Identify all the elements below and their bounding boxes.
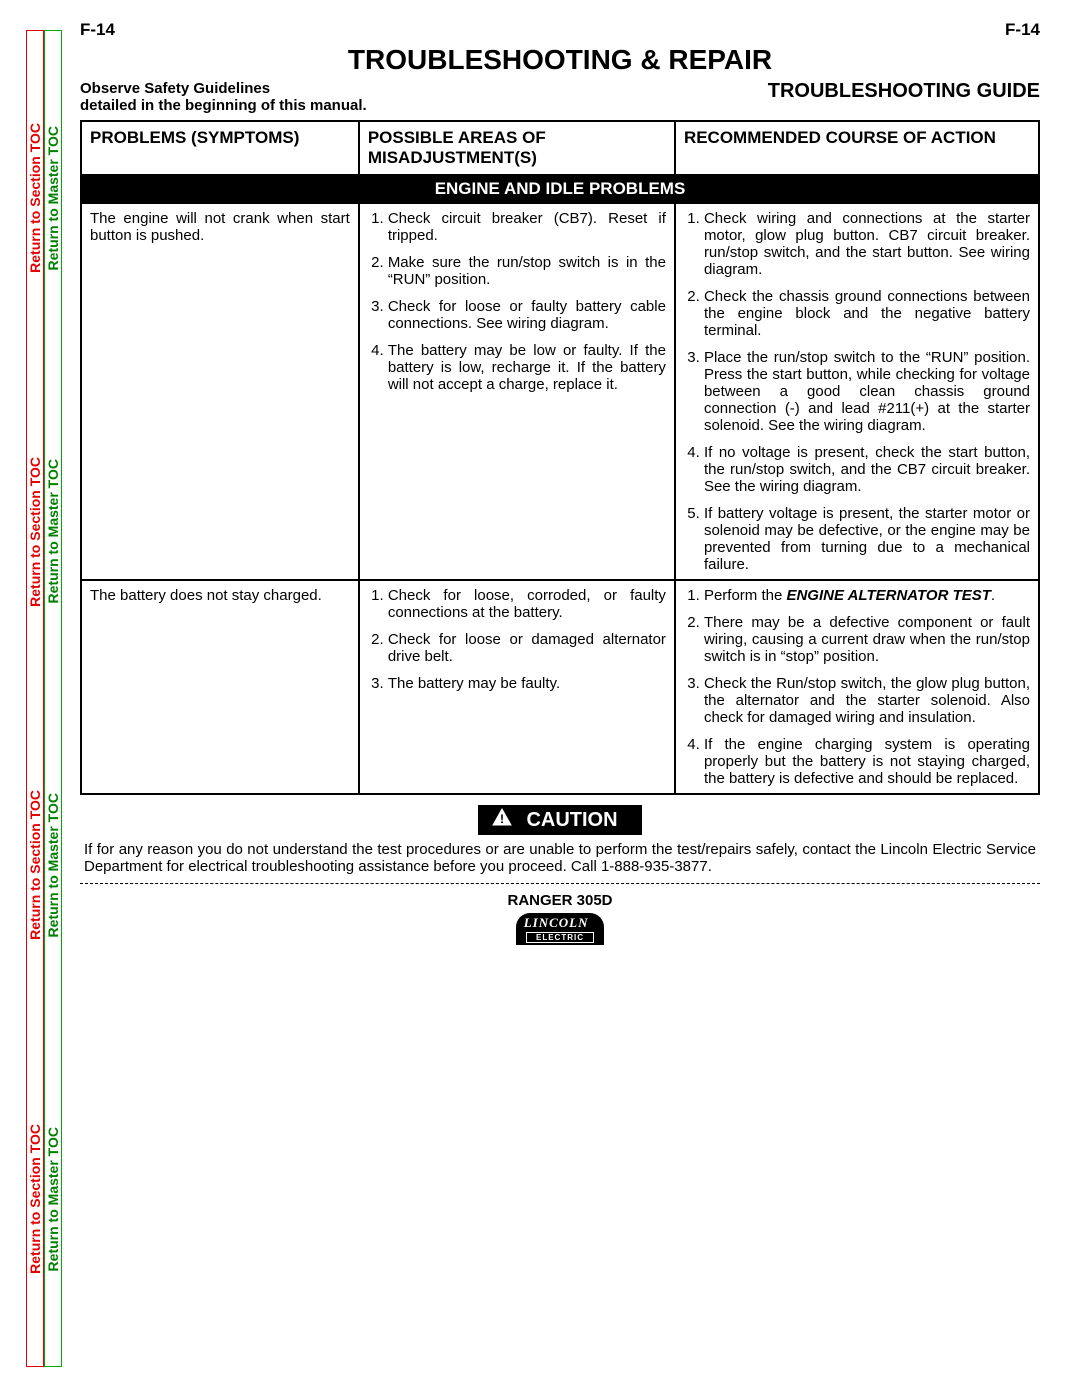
section-toc-link[interactable]: Return to Section TOC [27, 123, 43, 273]
misadjustments-cell: Check circuit breaker (CB7). Reset if tr… [359, 203, 675, 580]
symptom-cell: The battery does not stay charged. [81, 580, 359, 794]
actions-cell: Check wiring and connections at the star… [675, 203, 1039, 580]
master-toc-link[interactable]: Return to Master TOC [45, 459, 61, 603]
guide-label: TROUBLESHOOTING GUIDE [768, 80, 1040, 103]
page-number-right: F-14 [1005, 20, 1040, 40]
misadjustments-cell: Check for loose, corroded, or faulty con… [359, 580, 675, 794]
svg-text:!: ! [500, 812, 504, 826]
col-header-actions: RECOMMENDED COURSE OF ACTION [675, 121, 1039, 175]
actions-cell: Perform the ENGINE ALTERNATOR TEST. Ther… [675, 580, 1039, 794]
table-row: The engine will not crank when start but… [81, 203, 1039, 580]
col-header-problems: PROBLEMS (SYMPTOMS) [81, 121, 359, 175]
page-number-left: F-14 [80, 20, 115, 40]
caution-label: CAUTION [526, 809, 617, 832]
master-toc-link[interactable]: Return to Master TOC [45, 1127, 61, 1271]
section-toc-link[interactable]: Return to Section TOC [27, 1124, 43, 1274]
caution-text: If for any reason you do not understand … [84, 841, 1036, 875]
footer-model: RANGER 305D [80, 892, 1040, 909]
warning-icon: ! [492, 808, 512, 832]
table-row: The battery does not stay charged. Check… [81, 580, 1039, 794]
sidebar: Return to Section TOC Return to Section … [26, 30, 62, 1367]
symptom-cell: The engine will not crank when start but… [81, 203, 359, 580]
troubleshooting-table: PROBLEMS (SYMPTOMS) POSSIBLE AREAS OF MI… [80, 120, 1040, 795]
caution-bar: ! CAUTION [478, 805, 641, 835]
safety-note: Observe Safety Guidelines detailed in th… [80, 80, 367, 114]
divider [80, 883, 1040, 884]
section-heading: ENGINE AND IDLE PROBLEMS [81, 175, 1039, 203]
page-title: TROUBLESHOOTING & REPAIR [80, 44, 1040, 76]
master-toc-link[interactable]: Return to Master TOC [45, 126, 61, 270]
logo: LINCOLN® ELECTRIC [80, 913, 1040, 945]
master-toc-bar: Return to Master TOC Return to Master TO… [44, 30, 62, 1367]
page-content: F-14 F-14 TROUBLESHOOTING & REPAIR Obser… [80, 20, 1040, 1377]
master-toc-link[interactable]: Return to Master TOC [45, 793, 61, 937]
section-toc-bar: Return to Section TOC Return to Section … [26, 30, 44, 1367]
col-header-misadjustments: POSSIBLE AREAS OF MISADJUSTMENT(S) [359, 121, 675, 175]
section-toc-link[interactable]: Return to Section TOC [27, 790, 43, 940]
section-toc-link[interactable]: Return to Section TOC [27, 457, 43, 607]
